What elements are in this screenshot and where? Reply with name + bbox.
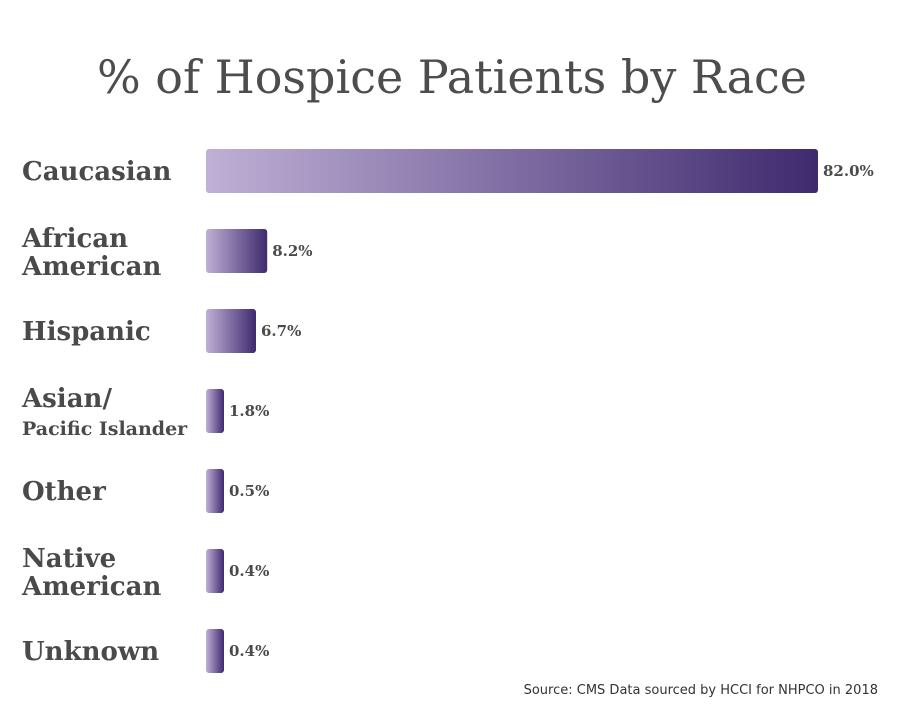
bars-group: Caucasian 82.0% African American 8.2% Hispani…: [21, 149, 874, 673]
value-label: 0.5%: [229, 482, 269, 500]
bar: [206, 549, 224, 593]
chart-title: % of Hospice Patients by Race: [97, 50, 807, 104]
value-label: 82.0%: [823, 162, 874, 180]
category-label: Asian/Pacific Islander: [21, 384, 188, 440]
bar: [206, 629, 224, 673]
category-label: Hispanic: [22, 317, 151, 347]
value-label: 8.2%: [272, 242, 312, 260]
value-label: 0.4%: [229, 642, 269, 660]
bar: [206, 309, 257, 353]
value-label: 0.4%: [229, 562, 269, 580]
bar: [206, 389, 224, 433]
value-label: 1.8%: [229, 402, 269, 420]
bar: [206, 149, 818, 193]
category-label: Caucasian: [22, 157, 171, 187]
category-label: Native American: [21, 544, 161, 602]
category-label: Unknown: [22, 637, 159, 667]
category-label: Other: [22, 477, 106, 507]
source-note: Source: CMS Data sourced by HCCI for NHP…: [524, 683, 878, 698]
bar: [206, 469, 224, 513]
bar: [206, 229, 268, 273]
value-label: 6.7%: [261, 322, 301, 340]
category-label: African American: [21, 224, 161, 282]
